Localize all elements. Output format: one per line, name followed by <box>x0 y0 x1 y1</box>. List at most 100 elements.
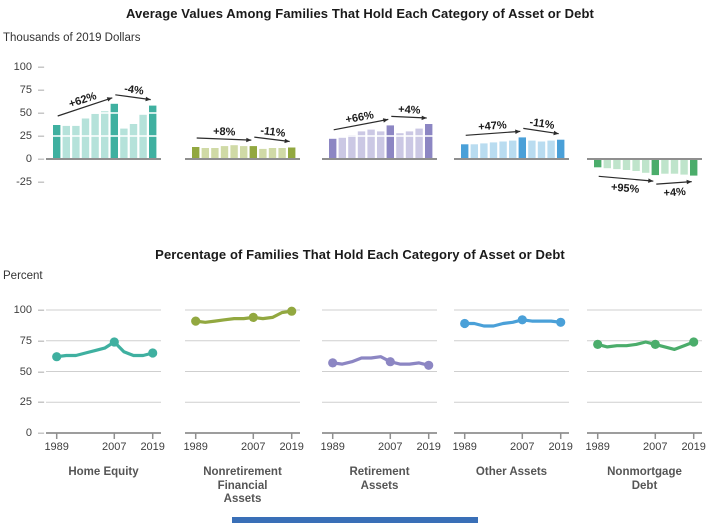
data-marker-2007 <box>650 339 660 349</box>
top-y-tick: 75– <box>0 82 44 98</box>
data-marker-2019 <box>148 348 158 358</box>
category-label-line: Nonretirement <box>203 466 282 478</box>
bar-2013 <box>129 124 138 159</box>
annotation-arrow <box>333 118 389 131</box>
bar-1998 <box>622 159 631 170</box>
line-chart-other-assets <box>454 309 569 439</box>
bar-1998 <box>357 131 366 159</box>
top-unit-label: Thousands of 2019 Dollars <box>3 32 141 44</box>
category-label-line: Debt <box>631 479 658 492</box>
annotation-label: +8% <box>213 126 236 139</box>
annotation-label: -11% <box>260 125 287 140</box>
data-marker-1989 <box>593 339 603 349</box>
annotation-arrow <box>656 181 692 185</box>
top-y-tick: 100– <box>0 59 44 75</box>
arrowhead-icon <box>553 130 559 136</box>
category-label-line: Other Assets <box>475 466 548 478</box>
annotation-arrow <box>57 97 113 117</box>
bottom-y-tick: 75– <box>0 333 44 349</box>
data-marker-1989 <box>52 352 62 362</box>
tick-value: 50 <box>19 365 32 378</box>
bottom-blue-bar <box>232 517 478 523</box>
bar-1992 <box>201 148 209 159</box>
bar-2007 <box>386 125 394 159</box>
category-label-other-assets: Other Assets <box>450 466 573 480</box>
arrowhead-icon <box>421 115 427 121</box>
bottom-y-tick: 25– <box>0 394 44 410</box>
bar-2007 <box>110 103 118 159</box>
tick-mark: – <box>38 130 45 142</box>
bar-2010 <box>661 159 669 174</box>
bar-2013 <box>405 131 414 159</box>
arrowhead-icon <box>382 118 389 123</box>
bar-1989 <box>329 138 337 159</box>
bar-1992 <box>338 137 346 159</box>
annotation-label: +47% <box>478 119 507 133</box>
annotation-arrow <box>391 115 427 119</box>
tick-value: 100 <box>13 304 32 316</box>
tick-value: 50 <box>19 107 32 119</box>
arrowhead-icon <box>145 96 151 102</box>
arrowhead-icon <box>686 179 692 185</box>
bar-2001 <box>367 129 375 159</box>
line-chart-home-equity <box>46 309 161 439</box>
bar-2016 <box>680 159 688 175</box>
x-tick-label: 2007 <box>241 441 266 453</box>
annotation-arrow <box>254 136 290 143</box>
bar-2016 <box>547 140 555 159</box>
x-tick-label: 2007 <box>510 441 535 453</box>
bar-2004 <box>101 111 109 159</box>
x-tick-label: 2007 <box>102 441 127 453</box>
annotation-arrow <box>598 175 654 182</box>
arrowhead-icon <box>284 138 290 144</box>
x-tick-label: 1989 <box>183 441 208 453</box>
bar-chart-retirement-assets: +66% +4% <box>322 89 437 160</box>
bar-2016 <box>278 148 286 159</box>
category-label-nonretirement-financial-assets: Nonretirement Financial Assets <box>181 466 304 507</box>
tick-mark: – <box>38 304 45 316</box>
bar-1995 <box>348 135 356 159</box>
bar-2013 <box>268 148 277 159</box>
bar-chart-nonmortgage-debt: +95% +4% <box>587 89 702 200</box>
bar-1992 <box>603 159 611 169</box>
bar-2013 <box>537 141 546 159</box>
bar-1995 <box>480 143 488 159</box>
bar-2019 <box>288 147 296 159</box>
tick-mark: – <box>38 365 45 378</box>
data-marker-2019 <box>287 306 297 316</box>
data-marker-2007 <box>109 337 119 347</box>
bottom-y-tick: 100– <box>0 302 44 318</box>
trend-line <box>331 355 431 367</box>
bar-2019 <box>557 139 565 159</box>
x-tick-label: 2019 <box>140 441 165 453</box>
bar-2019 <box>690 159 698 176</box>
bottom-chart-title: Percentage of Families That Hold Each Ca… <box>155 247 565 262</box>
annotation-arrow <box>465 130 521 136</box>
category-label-line: Retirement <box>349 466 410 478</box>
arrowhead-icon <box>246 137 252 143</box>
bar-2013 <box>670 159 679 174</box>
tick-value: 0 <box>25 153 32 165</box>
bar-2004 <box>642 159 650 173</box>
annotation-arrow <box>115 94 151 101</box>
top-y-tick: 50– <box>0 105 44 121</box>
line-chart-nonmortgage-debt <box>587 309 702 439</box>
tick-value: 25 <box>19 396 32 409</box>
category-label-home-equity: Home Equity <box>42 466 165 480</box>
annotation-label: +95% <box>610 181 640 195</box>
bar-2004 <box>509 140 517 159</box>
bar-2001 <box>230 145 238 159</box>
data-marker-2019 <box>689 337 699 347</box>
tick-mark: – <box>38 396 45 409</box>
arrowhead-icon <box>106 97 113 102</box>
bar-2007 <box>518 137 526 159</box>
x-tick-label: 2019 <box>416 441 441 453</box>
category-label-line: Nonmortgage <box>607 466 682 478</box>
bar-1992 <box>470 144 478 159</box>
bar-2001 <box>499 141 507 159</box>
bar-chart-other-assets: +47% -11% <box>454 89 569 160</box>
x-tick-label: 2007 <box>643 441 668 453</box>
x-tick-label: 2019 <box>548 441 573 453</box>
trend-line <box>194 309 294 324</box>
